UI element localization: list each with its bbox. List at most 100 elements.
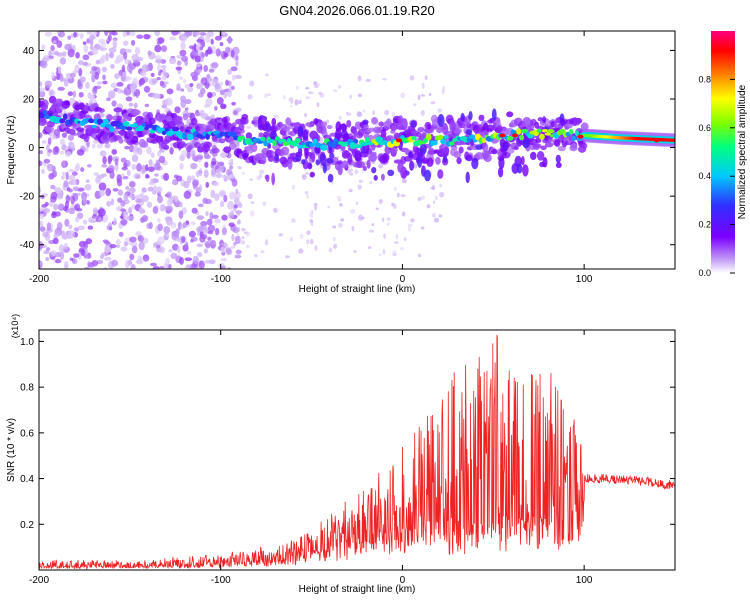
heatmap-noise-cell [56,40,63,48]
heatmap-noise-cell [105,52,109,62]
heatmap-noise-cell [157,236,165,245]
heatmap-cell [409,160,415,171]
heatmap-cell [483,153,492,163]
heatmap-noise-cell [178,201,183,208]
heatmap-noise-cell [54,211,61,217]
heatmap-noise-cell [154,44,162,53]
heatmap-noise-cell [89,34,96,40]
heatmap-noise-cell [135,259,144,265]
heatmap-cell [238,123,245,131]
heatmap-noise-cell [223,194,228,203]
heatmap-noise-cell [235,226,241,233]
heatmap-noise-cell [136,163,142,172]
heatmap-cell [298,126,304,135]
heatmap-cell [437,169,444,179]
heatmap-cell [522,164,529,177]
heatmap-noise-cell [400,246,404,251]
heatmap-cell [141,122,146,127]
heatmap-cell [250,143,258,153]
heatmap-hotspot [395,138,402,143]
heatmap-noise-cell [101,164,108,168]
heatmap-cell [581,142,588,149]
heatmap-noise-cell [182,221,187,229]
heatmap-noise-cell [401,211,406,217]
heatmap-noise-cell [197,68,202,73]
heatmap-noise-cell [409,75,415,81]
heatmap-noise-cell [77,82,83,90]
heatmap-noise-cell [192,255,199,264]
heatmap-noise-cell [62,171,67,176]
heatmap-cell [362,119,369,125]
heatmap-noise-cell [186,175,192,184]
heatmap-noise-cell [221,174,227,179]
heatmap-noise-cell [407,223,413,228]
heatmap-noise-cell [357,184,362,190]
heatmap-noise-cell [245,231,250,237]
snr-series-line [39,334,675,570]
heatmap-noise-cell [165,216,173,226]
heatmap-noise-cell [190,239,194,243]
heatmap-noise-cell [67,134,75,141]
heatmap-noise-cell [94,85,102,90]
heatmap-noise-cell [133,59,139,64]
heatmap-noise-cell [100,47,108,51]
heatmap-noise-cell [192,31,200,37]
heatmap-noise-cell [98,182,107,191]
heatmap-noise-cell [179,76,183,80]
heatmap-cell [544,142,554,148]
heatmap-noise-cell [199,46,204,51]
heatmap-noise-cell [67,48,75,58]
heatmap-cell [307,162,313,170]
heatmap-noise-cell [378,164,383,169]
heatmap-noise-cell [192,179,199,187]
heatmap-cell [260,155,267,165]
heatmap-noise-cell [179,49,187,57]
heatmap-noise-cell [124,48,132,53]
heatmap-y-tick-label: 0 [28,143,34,154]
heatmap-cell [294,137,301,144]
heatmap-noise-cell [396,192,400,198]
heatmap-noise-cell [262,201,267,206]
heatmap-noise-cell [126,63,132,73]
heatmap-noise-cell [372,110,375,116]
heatmap-noise-cell [59,150,65,155]
heatmap-noise-cell [246,125,252,129]
heatmap-noise-cell [143,33,151,40]
heatmap-noise-cell [99,150,107,157]
heatmap-noise-cell [102,239,109,243]
heatmap-cell [136,125,145,132]
heatmap-noise-cell [39,260,43,269]
heatmap-noise-cell [195,154,204,160]
heatmap-noise-cell [208,259,216,265]
heatmap-cell [424,169,432,182]
heatmap-noise-cell [98,189,105,197]
heatmap-noise-cell [198,260,205,269]
heatmap-noise-cell [59,138,66,146]
heatmap-cell [118,137,124,144]
heatmap-noise-cell [112,38,118,47]
heatmap-cell [441,123,449,135]
heatmap-noise-cell [215,48,221,57]
heatmap-noise-cell [42,55,50,62]
heatmap-noise-cell [188,45,195,50]
heatmap-noise-cell [68,174,76,182]
heatmap-noise-cell [214,35,222,41]
heatmap-cell [42,109,47,115]
heatmap-noise-cell [285,255,290,259]
heatmap-noise-cell [40,60,48,69]
heatmap-noise-cell [174,106,181,114]
heatmap-noise-cell [236,209,241,216]
heatmap-noise-cell [149,178,154,185]
heatmap-noise-cell [301,174,307,180]
heatmap-cell [279,138,287,143]
heatmap-noise-cell [235,188,239,195]
heatmap-noise-cell [319,92,325,98]
heatmap-noise-cell [432,184,435,191]
heatmap-noise-cell [394,241,399,244]
heatmap-noise-cell [67,230,75,239]
heatmap-noise-cell [194,191,201,197]
heatmap-noise-cell [190,221,196,226]
heatmap-noise-cell [104,143,111,149]
heatmap-cell [301,159,306,165]
